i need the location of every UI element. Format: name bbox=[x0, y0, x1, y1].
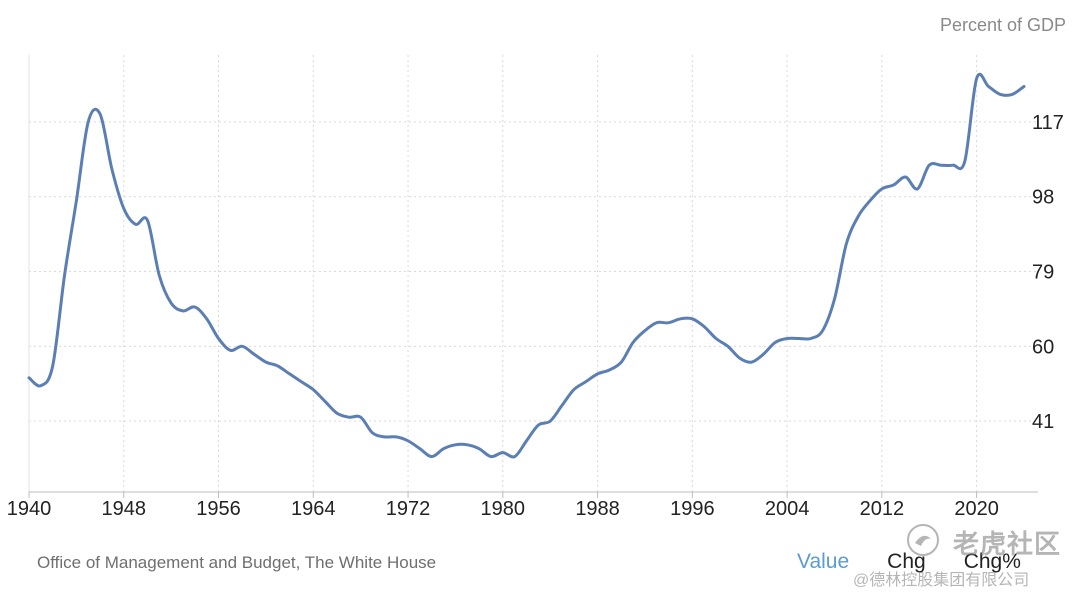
y-tick-labels: 41 60 79 98 117 bbox=[1032, 112, 1064, 433]
x-tick-label: 1964 bbox=[291, 498, 336, 520]
x-tick-label: 2012 bbox=[860, 498, 905, 520]
value-toggle[interactable]: Value bbox=[797, 550, 850, 573]
y-tick-label: 117 bbox=[1032, 112, 1064, 134]
series-layer[interactable] bbox=[27, 72, 1026, 459]
y-tick-label: 79 bbox=[1032, 262, 1054, 284]
series-line[interactable] bbox=[27, 72, 1026, 459]
x-tick-label: 1940 bbox=[7, 498, 52, 520]
x-tick-label: 1948 bbox=[102, 498, 147, 520]
x-tick-label: 1956 bbox=[196, 498, 241, 520]
chg-pct-toggle[interactable]: Chg% bbox=[963, 550, 1021, 573]
x-tick-labels: 1940 1948 1956 1964 1972 1980 1988 1996 2004 2012… bbox=[7, 498, 999, 520]
source-label: Office of Management and Budget, The Whi… bbox=[37, 553, 437, 572]
unit-label: Percent of GDP bbox=[940, 15, 1066, 35]
x-tick-label: 2020 bbox=[954, 498, 999, 520]
view-toggles: Value Chg Chg% bbox=[797, 550, 1021, 574]
chg-toggle[interactable]: Chg bbox=[887, 550, 926, 573]
grid-layer bbox=[29, 55, 1038, 492]
x-tick-label: 1972 bbox=[386, 498, 431, 520]
y-tick-label: 41 bbox=[1032, 411, 1054, 433]
y-tick-label: 60 bbox=[1032, 336, 1054, 358]
x-tick-label: 1996 bbox=[670, 498, 715, 520]
x-tick-label: 1980 bbox=[481, 498, 526, 520]
x-tick-label: 1988 bbox=[575, 498, 620, 520]
axis-layer bbox=[28, 55, 1038, 498]
x-tick-label: 2004 bbox=[765, 498, 810, 520]
y-tick-label: 98 bbox=[1032, 187, 1054, 209]
